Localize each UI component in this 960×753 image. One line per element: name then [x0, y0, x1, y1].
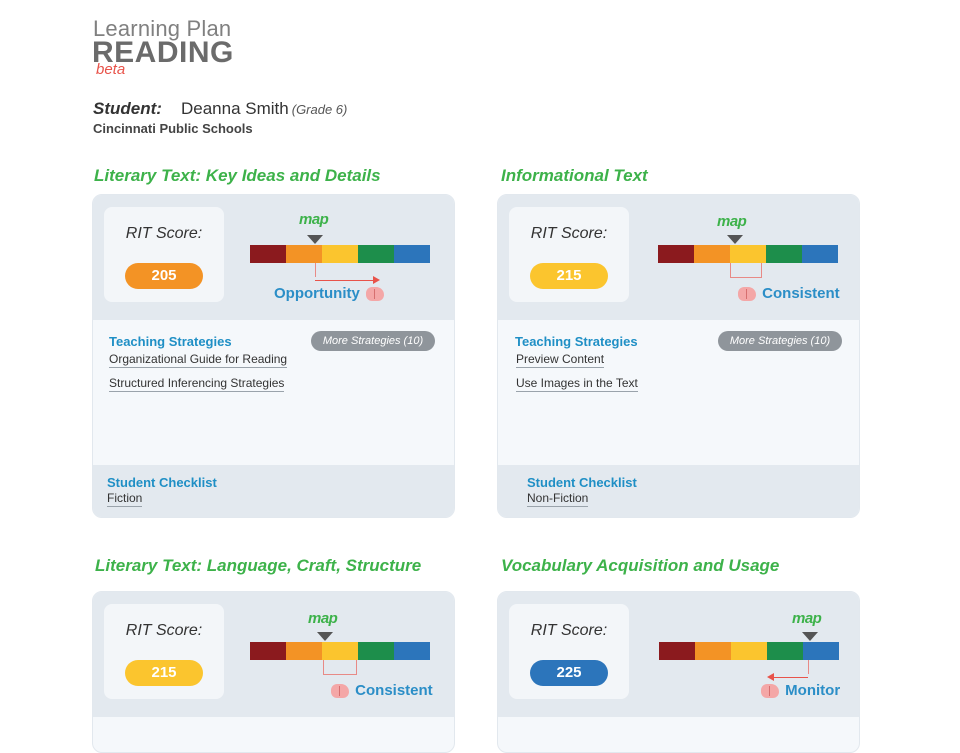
student-name: Deanna Smith (Grade 6) [181, 99, 347, 119]
map-logo: map [308, 610, 338, 627]
card-header: RIT Score: 215 map Consistent [93, 592, 454, 717]
beta-label: beta [96, 61, 126, 78]
growth-arrow-line [315, 280, 373, 281]
rit-score-pill: 215 [530, 263, 608, 289]
score-marker-icon [727, 235, 743, 244]
status-text: Consistent [355, 682, 433, 699]
brain-icon [366, 287, 384, 302]
map-logo: map [299, 211, 329, 228]
more-strategies-button[interactable]: More Strategies (10) [311, 331, 435, 351]
score-card: RIT Score: 215 map Consistent [92, 591, 455, 753]
section-title: Vocabulary Acquisition and Usage [501, 556, 780, 575]
rit-box: RIT Score: 225 [509, 604, 629, 699]
target-bracket [768, 660, 809, 674]
header-title-line2: READING [92, 36, 234, 69]
score-band-bar [659, 642, 839, 660]
status-text: Monitor [785, 682, 841, 699]
brain-icon [738, 287, 756, 302]
growth-arrow-line [774, 677, 808, 678]
target-bracket [323, 660, 357, 675]
strategies-title: Teaching Strategies [515, 334, 638, 349]
student-checklist: Student Checklist Fiction [93, 465, 454, 517]
score-card: RIT Score: 225 map Monitor [497, 591, 860, 753]
rit-score-pill: 215 [125, 660, 203, 686]
status-text: Consistent [762, 285, 840, 302]
strategy-link[interactable]: Use Images in the Text [516, 376, 638, 392]
strategy-link[interactable]: Preview Content [516, 352, 605, 368]
status-label: Monitor [759, 682, 840, 699]
status-label: Opportunity [274, 285, 386, 302]
status-label: Consistent [329, 682, 433, 699]
target-bracket [730, 263, 762, 278]
checklist-title: Student Checklist [527, 475, 637, 490]
checklist-link[interactable]: Fiction [107, 491, 143, 507]
section-title: Informational Text [501, 166, 648, 185]
rit-label: RIT Score: [530, 225, 608, 242]
student-grade: (Grade 6) [291, 102, 348, 117]
score-band-bar [658, 245, 838, 263]
rit-box: RIT Score: 215 [509, 207, 629, 302]
brain-icon [331, 684, 349, 699]
score-band-bar [250, 245, 430, 263]
brain-icon [761, 684, 779, 699]
strategy-link[interactable]: Organizational Guide for Reading [109, 352, 288, 368]
status-text: Opportunity [274, 285, 360, 302]
school-name: Cincinnati Public Schools [93, 121, 253, 136]
status-label: Consistent [736, 285, 840, 302]
student-name-text: Deanna Smith [181, 99, 289, 118]
rit-box: RIT Score: 215 [104, 604, 224, 699]
more-strategies-button[interactable]: More Strategies (10) [718, 331, 842, 351]
map-logo: map [792, 610, 822, 627]
score-marker-icon [317, 632, 333, 641]
card-header: RIT Score: 215 map Consistent [498, 195, 859, 320]
section-title: Literary Text: Key Ideas and Details [94, 166, 381, 185]
rit-label: RIT Score: [530, 622, 608, 639]
score-marker-icon [307, 235, 323, 244]
rit-box: RIT Score: 205 [104, 207, 224, 302]
student-checklist: Student Checklist Non-Fiction [498, 465, 859, 517]
arrow-left-icon [767, 673, 774, 681]
score-band-bar [250, 642, 430, 660]
checklist-link[interactable]: Non-Fiction [527, 491, 589, 507]
strategies-title: Teaching Strategies [109, 334, 232, 349]
arrow-right-icon [373, 276, 380, 284]
student-label: Student: [93, 99, 162, 118]
strategy-link[interactable]: Structured Inferencing Strategies [109, 376, 285, 392]
rit-label: RIT Score: [125, 622, 203, 639]
score-marker-icon [802, 632, 818, 641]
score-card: RIT Score: 215 map Consistent Teaching S… [497, 194, 860, 518]
section-title: Literary Text: Language, Craft, Structur… [95, 556, 422, 575]
header-title-line1: Learning Plan [93, 16, 232, 41]
checklist-title: Student Checklist [107, 475, 217, 490]
score-card: RIT Score: 205 map Opportunity Teaching … [92, 194, 455, 518]
card-header: RIT Score: 225 map Monitor [498, 592, 859, 717]
target-bracket [315, 263, 380, 277]
rit-label: RIT Score: [125, 225, 203, 242]
rit-score-pill: 225 [530, 660, 608, 686]
rit-score-pill: 205 [125, 263, 203, 289]
map-logo: map [717, 213, 747, 230]
card-header: RIT Score: 205 map Opportunity [93, 195, 454, 320]
